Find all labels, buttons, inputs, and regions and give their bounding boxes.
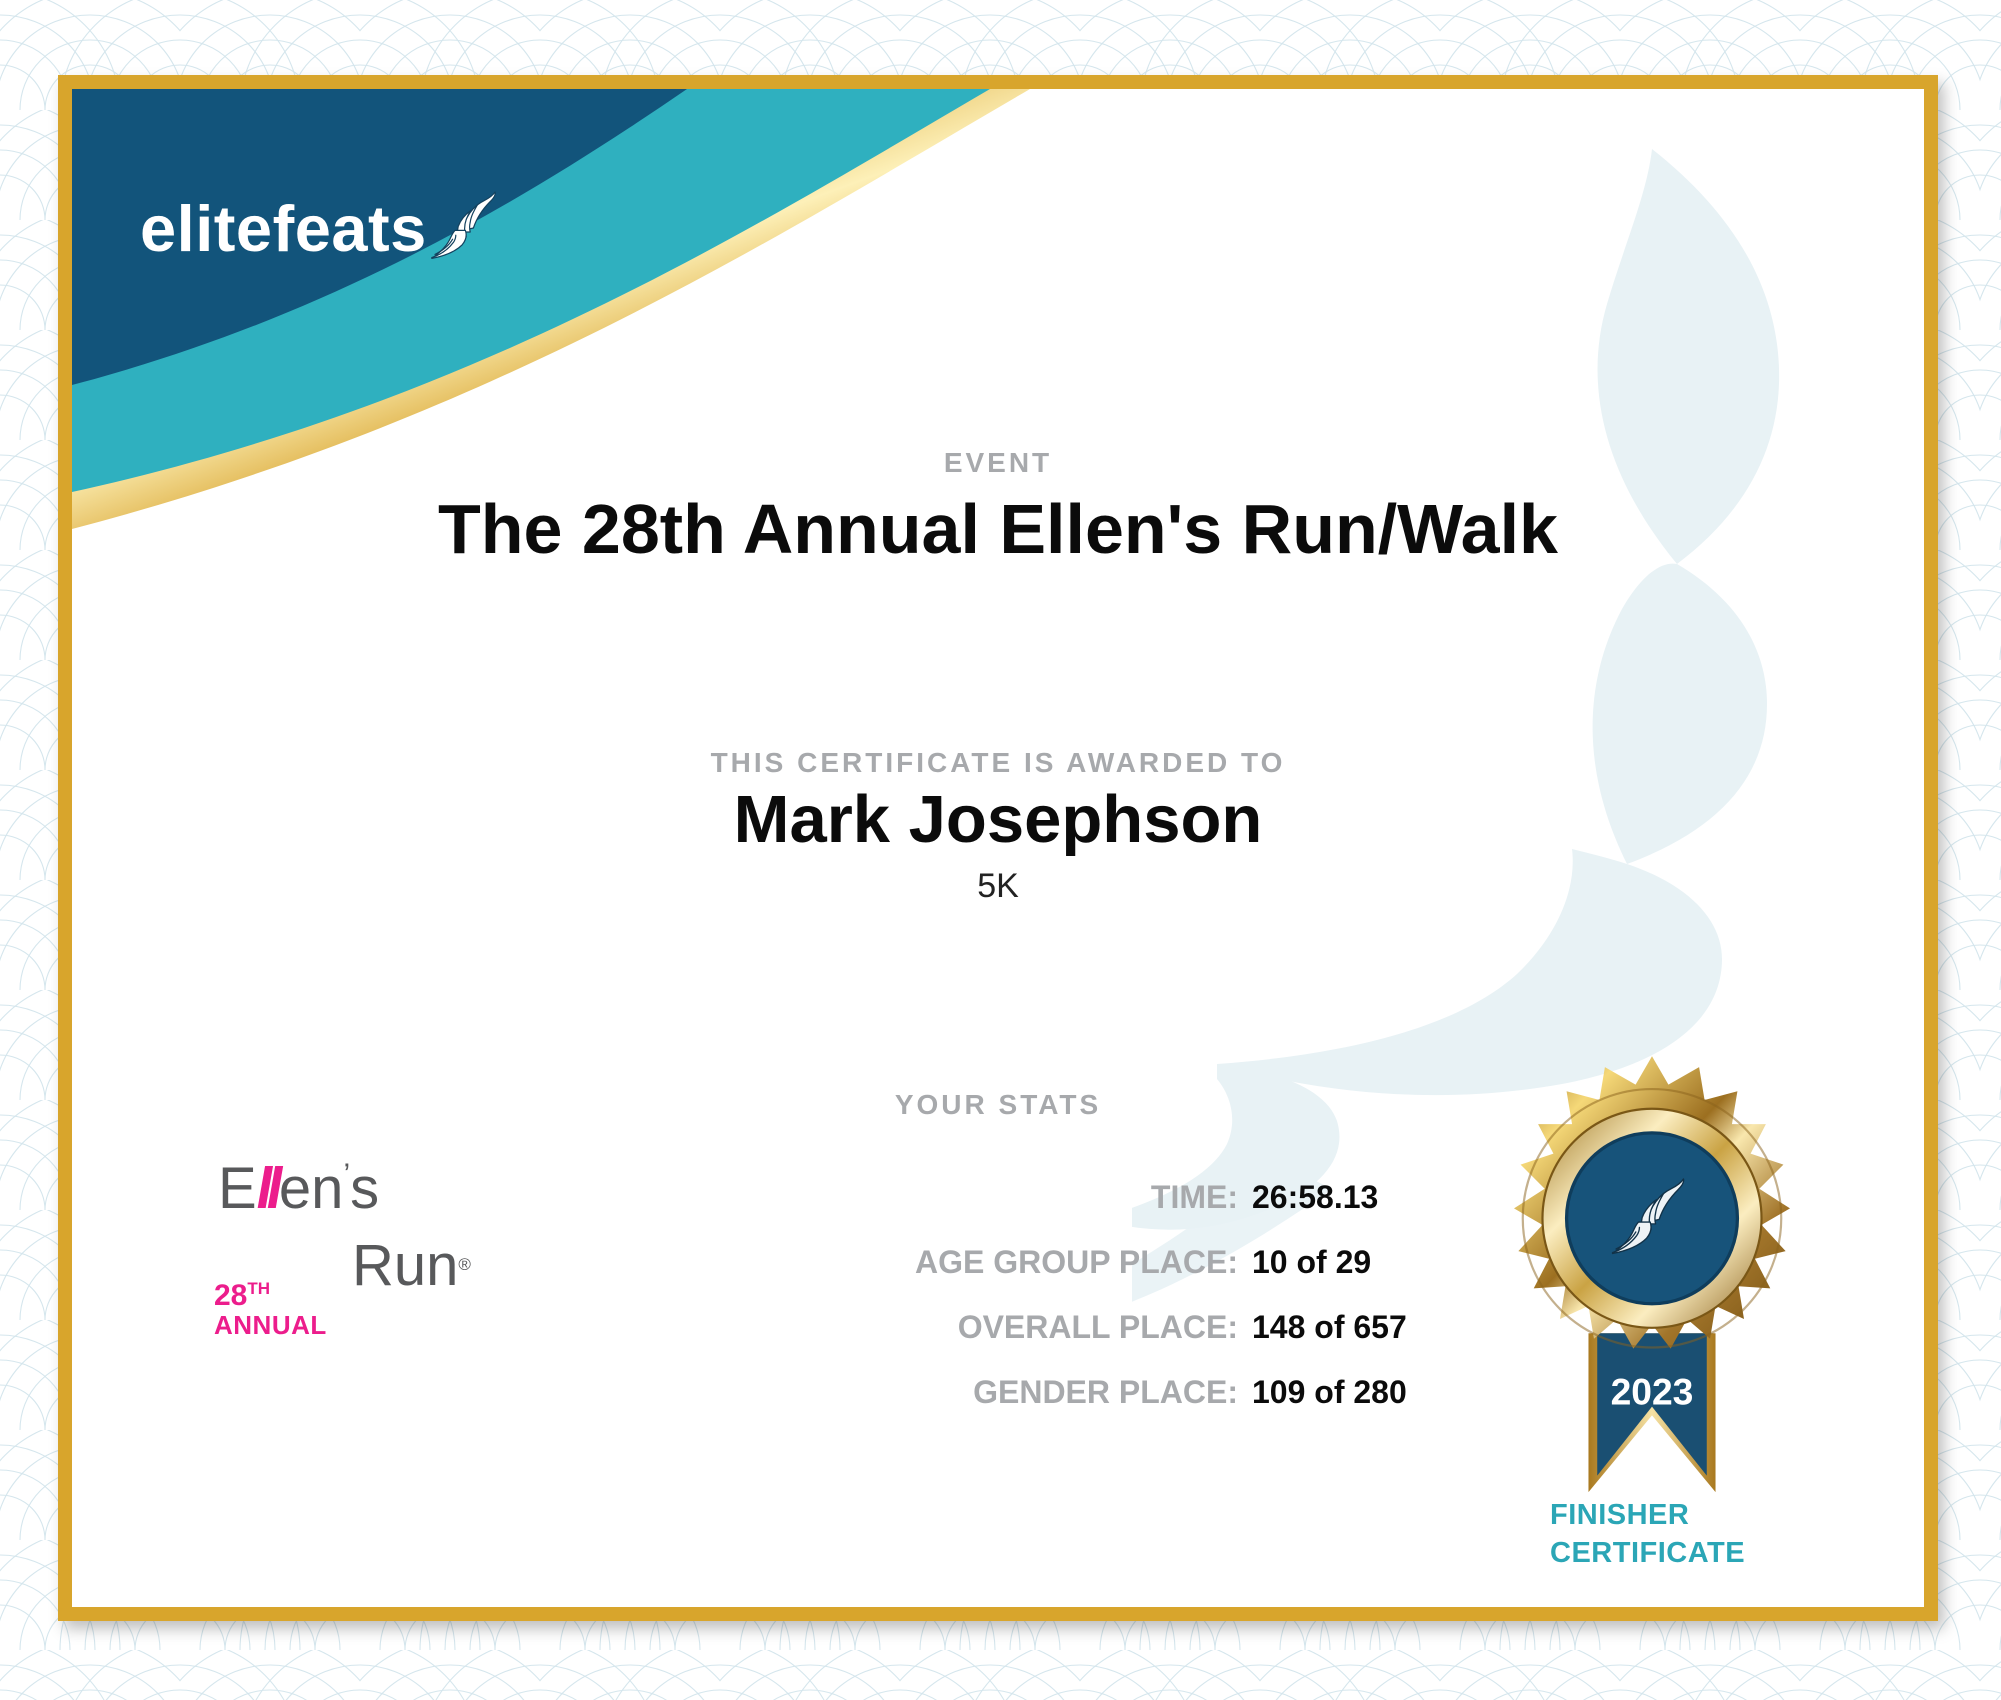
svg-text:2023: 2023 bbox=[1611, 1370, 1694, 1412]
